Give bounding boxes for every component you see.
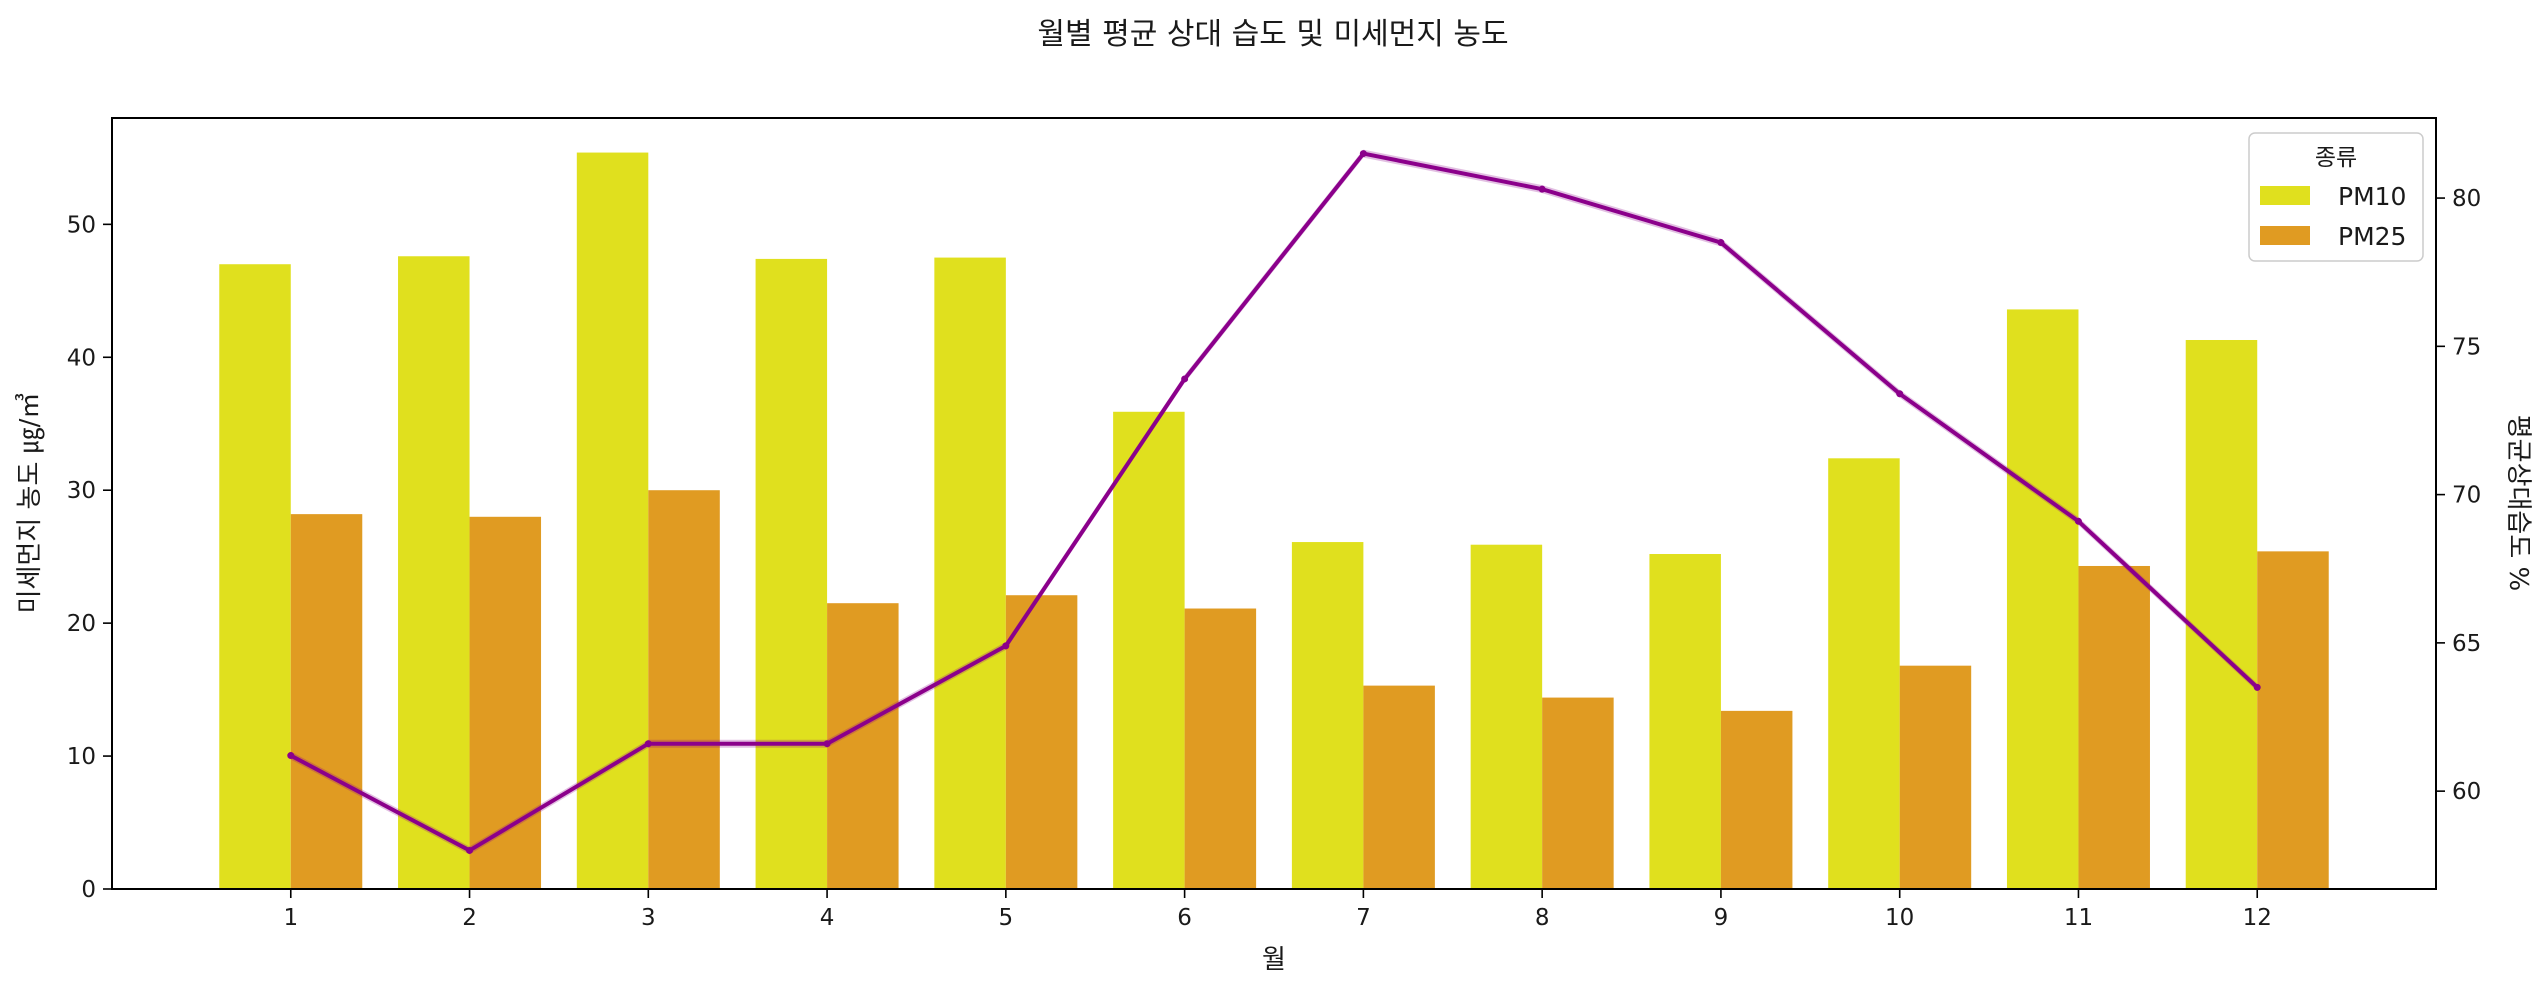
x-tick-label-7: 7 (1356, 905, 1371, 931)
y2-tick-label-70: 70 (2452, 483, 2481, 509)
bar-pm10-6 (1113, 411, 1185, 889)
x-tick-label-10: 10 (1885, 905, 1914, 931)
x-axis-label: 월 (1262, 945, 1286, 975)
x-tick-label-9: 9 (1714, 905, 1729, 931)
y2-tick-label-65: 65 (2452, 631, 2481, 657)
bar-pm25-9 (1720, 710, 1793, 889)
bar-pm10-7 (1291, 542, 1364, 889)
plot-frame (111, 117, 2437, 890)
y-tick-label-0: 0 (81, 877, 96, 903)
bars-group (219, 152, 2329, 890)
x-tick-label-8: 8 (1535, 905, 1550, 931)
legend-swatch-pm10 (2260, 186, 2310, 205)
x-tick-label-5: 5 (999, 905, 1014, 931)
bar-pm25-12 (2257, 551, 2329, 889)
bar-pm25-1 (290, 514, 363, 889)
bar-pm25-7 (1363, 685, 1435, 889)
bar-pm10-1 (219, 264, 291, 890)
bar-pm25-4 (827, 603, 899, 889)
humidity-point-3 (644, 740, 652, 748)
legend-title: 종류 (2315, 145, 2357, 171)
humidity-point-6 (1181, 375, 1189, 383)
x-tick-label-3: 3 (641, 905, 656, 931)
bar-pm10-8 (1470, 544, 1543, 889)
y-axis-right: 60 65 70 75 80 (2436, 186, 2481, 805)
bar-pm25-8 (1542, 697, 1614, 889)
humidity-point-4 (823, 740, 831, 748)
humidity-point-11 (2074, 517, 2082, 525)
humidity-point-10 (1896, 390, 1904, 398)
humidity-point-5 (1002, 642, 1010, 650)
humidity-point-8 (1538, 185, 1546, 193)
x-tick-label-11: 11 (2064, 905, 2093, 931)
bar-pm25-2 (469, 516, 542, 889)
y-tick-label-50: 50 (67, 212, 96, 238)
bar-pm25-3 (648, 490, 720, 889)
bar-pm10-9 (1649, 554, 1721, 889)
y2-axis-label: 평균상대습도 % (2503, 415, 2533, 592)
legend-swatch-pm25 (2260, 226, 2310, 245)
bar-pm10-5 (934, 257, 1006, 889)
bar-pm25-11 (2078, 565, 2150, 889)
y-tick-label-10: 10 (67, 744, 96, 770)
y-axis-label: 미세먼지 농도 ㎍/㎥ (15, 393, 45, 614)
legend-label-pm10: PM10 (2338, 182, 2406, 211)
bar-pm10-2 (398, 256, 470, 889)
bar-pm10-12 (2185, 339, 2258, 889)
x-axis: 1 2 3 4 5 6 7 8 9 10 11 12 (283, 889, 2272, 931)
y2-tick-label-80: 80 (2452, 186, 2481, 212)
humidity-point-7 (1359, 150, 1367, 158)
x-tick-label-1: 1 (283, 905, 298, 931)
x-tick-label-4: 4 (820, 905, 835, 931)
bar-pm25-5 (1005, 595, 1078, 889)
bar-pm10-11 (2006, 309, 2079, 890)
x-tick-label-2: 2 (462, 905, 477, 931)
humidity-point-1 (287, 752, 295, 760)
chart-title: 월별 평균 상대 습도 및 미세먼지 농도 (1037, 17, 1508, 52)
humidity-point-2 (466, 846, 474, 854)
humidity-line-group (287, 149, 2261, 855)
y-tick-label-20: 20 (67, 611, 96, 637)
y2-tick-label-60: 60 (2452, 779, 2481, 805)
bar-pm10-10 (1828, 458, 1900, 889)
bar-pm25-10 (1899, 665, 1972, 889)
y-tick-label-40: 40 (67, 345, 96, 371)
bar-pm10-4 (755, 258, 828, 890)
y2-tick-label-75: 75 (2452, 334, 2481, 360)
y-tick-label-30: 30 (67, 478, 96, 504)
x-tick-label-12: 12 (2243, 905, 2272, 931)
x-tick-label-6: 6 (1177, 905, 1192, 931)
humidity-point-12 (2253, 683, 2261, 691)
legend-label-pm25: PM25 (2338, 222, 2406, 251)
bar-pm25-6 (1184, 608, 1257, 889)
legend: 종류 PM10 PM25 (2248, 132, 2424, 262)
humidity-point-9 (1717, 239, 1725, 247)
y-axis-left: 0 10 20 30 40 50 (67, 212, 112, 903)
humidity-line (289, 151, 2259, 853)
